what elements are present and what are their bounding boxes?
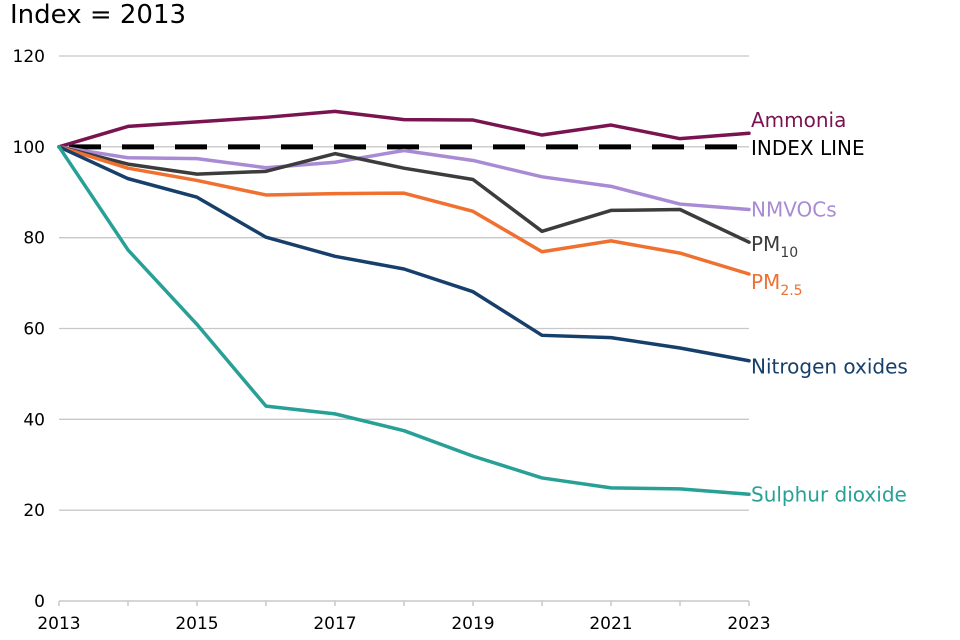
y-tick-label-60: 60 — [23, 320, 45, 340]
y-tick-label-40: 40 — [23, 410, 45, 430]
axes: 0 20 40 60 80 100 120 2013 2015 2017 2019 2021 2023 — [13, 47, 771, 634]
series-line-sulphur-dioxide — [57, 145, 751, 497]
series-line-nmvocs — [57, 145, 751, 212]
series-label-pm2-5: PM2.5 — [751, 270, 803, 299]
x-tick-label-2015: 2015 — [175, 614, 218, 634]
series-line-pm2-5 — [57, 145, 751, 276]
x-tick-label-2013: 2013 — [37, 614, 80, 634]
series-labels: Ammonia NMVOCs PM10 PM2.5 Nitrogen oxides Sul… — [751, 108, 908, 506]
chart-title: Index = 2013 — [10, 0, 187, 30]
series-label-nitrogen-oxides: Nitrogen oxides — [751, 355, 908, 379]
series-label-nmvocs: NMVOCs — [751, 198, 837, 222]
series-lines — [57, 109, 751, 497]
y-tick-label-120: 120 — [13, 47, 45, 67]
x-tick-label-2017: 2017 — [313, 614, 356, 634]
index-line-label: INDEX LINE — [751, 136, 865, 160]
series-line-ammonia — [57, 109, 751, 149]
x-tick-label-2019: 2019 — [451, 614, 494, 634]
series-label-ammonia: Ammonia — [751, 108, 846, 132]
series-line-nitrogen-oxides — [57, 145, 751, 363]
y-tick-label-100: 100 — [13, 138, 45, 158]
x-tick-label-2021: 2021 — [589, 614, 632, 634]
y-tick-label-80: 80 — [23, 229, 45, 249]
series-label-sulphur-dioxide: Sulphur dioxide — [751, 482, 907, 506]
y-tick-label-0: 0 — [34, 592, 45, 612]
series-label-pm10: PM10 — [751, 232, 798, 261]
series-line-pm10 — [57, 145, 751, 244]
gridlines — [59, 55, 749, 511]
y-tick-label-20: 20 — [23, 501, 45, 521]
x-tick-label-2023: 2023 — [727, 614, 770, 634]
